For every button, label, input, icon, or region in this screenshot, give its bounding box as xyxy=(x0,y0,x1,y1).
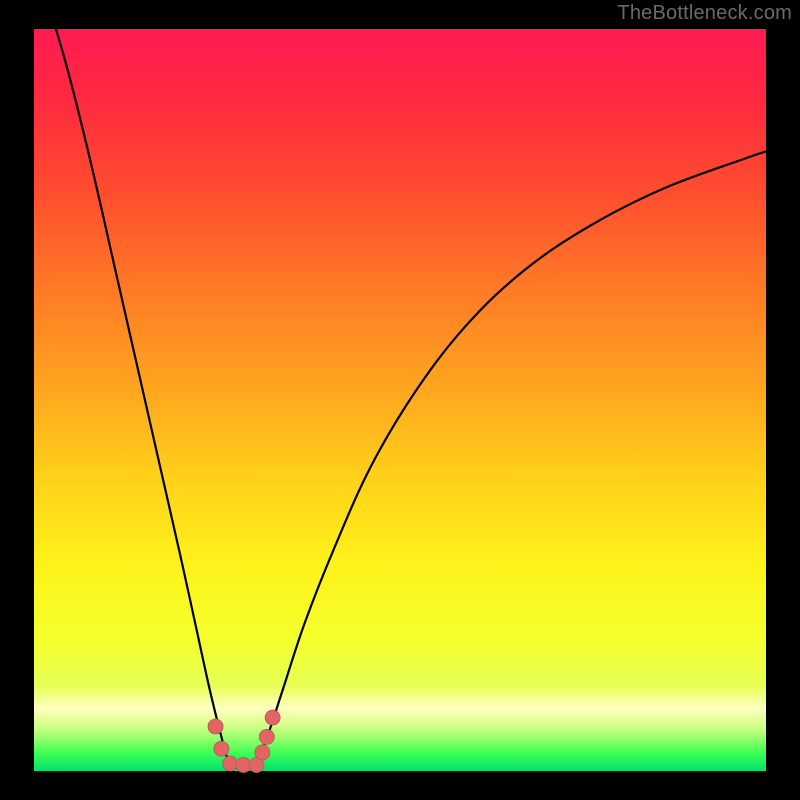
chart-svg xyxy=(0,0,800,800)
chart-container: TheBottleneck.com xyxy=(0,0,800,800)
bottleneck-chart xyxy=(0,0,800,800)
watermark-text: TheBottleneck.com xyxy=(617,2,792,25)
